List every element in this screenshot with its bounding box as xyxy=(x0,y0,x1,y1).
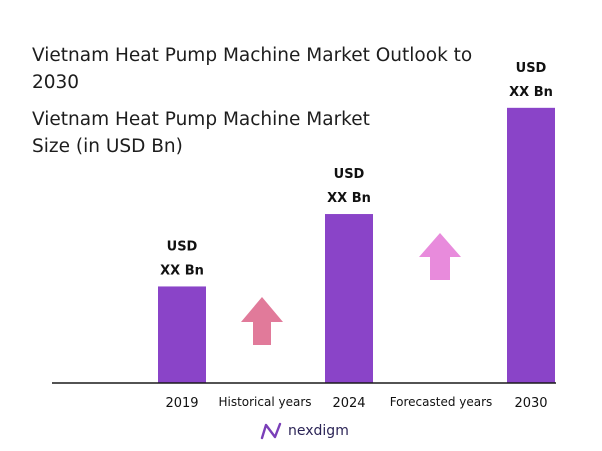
x-tick-2024: 2024 xyxy=(332,396,365,411)
data-label-2024-line2: XX Bn xyxy=(327,191,371,206)
bar-2019 xyxy=(158,286,206,383)
data-label-2030-line1: USD xyxy=(516,61,547,76)
brand-name: nexdigm xyxy=(288,423,349,439)
data-label-2024-line1: USD xyxy=(334,167,365,182)
between-label-historical: Historical years xyxy=(218,395,311,409)
bars-group xyxy=(158,107,555,384)
x-tick-2019: 2019 xyxy=(165,396,198,411)
nexdigm-logo-icon xyxy=(260,422,282,440)
x-tick-labels-group: 2019 2024 2030 xyxy=(165,396,547,411)
data-label-2019-line2: XX Bn xyxy=(160,263,204,278)
chart-subtitle: Vietnam Heat Pump Machine Market Size (i… xyxy=(32,109,370,157)
brand-logo: nexdigm xyxy=(260,422,349,440)
data-label-2019-line1: USD xyxy=(167,239,198,254)
x-tick-2030: 2030 xyxy=(514,396,547,411)
historical-arrow-icon xyxy=(241,297,283,345)
bar-2030 xyxy=(507,107,555,384)
between-label-forecast: Forecasted years xyxy=(390,395,493,409)
value-labels-group: USD XX Bn USD XX Bn USD XX Bn xyxy=(160,61,553,279)
chart-title: Vietnam Heat Pump Machine Market Outlook… xyxy=(32,45,473,93)
data-label-2030-line2: XX Bn xyxy=(509,85,553,100)
forecast-arrow-icon xyxy=(419,233,461,280)
bar-2024 xyxy=(325,214,373,383)
